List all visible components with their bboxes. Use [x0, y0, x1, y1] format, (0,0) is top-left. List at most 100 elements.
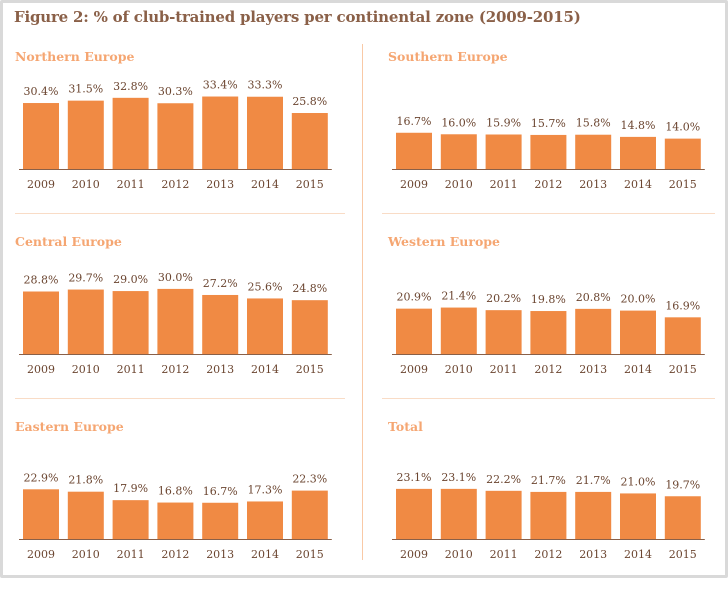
x-tick-label: 2009 [400, 178, 428, 191]
x-tick-label: 2015 [669, 548, 697, 561]
data-label: 20.9% [397, 291, 432, 304]
panel-title: Central Europe [15, 234, 122, 249]
data-label: 21.8% [68, 474, 103, 487]
data-label: 15.8% [576, 117, 611, 130]
x-tick-label: 2015 [296, 178, 324, 191]
panel-western-europe: Western Europe 20.9% 2009 21.4% 2010 20.2% 20… [388, 234, 728, 404]
figure-title: Figure 2: % of club-trained players per … [14, 8, 581, 26]
bar [575, 308, 612, 354]
panel-title: Northern Europe [15, 49, 135, 64]
bar [664, 317, 701, 354]
bar [530, 491, 567, 539]
row-divider [382, 398, 715, 399]
x-tick-label: 2015 [296, 548, 324, 561]
x-tick-label: 2009 [27, 178, 55, 191]
data-label: 30.3% [158, 85, 193, 98]
x-tick-label: 2013 [206, 363, 234, 376]
data-label: 16.7% [203, 485, 238, 498]
bar [664, 138, 701, 169]
bar-chart: 22.9% 2009 21.8% 2010 17.9% 2011 16.8% 2012 16.7… [19, 471, 332, 561]
row-divider [15, 213, 345, 214]
data-label: 27.2% [203, 277, 238, 290]
x-tick-label: 2013 [206, 548, 234, 561]
x-tick-label: 2014 [251, 548, 279, 561]
data-label: 16.0% [441, 116, 476, 129]
data-label: 17.9% [113, 482, 148, 495]
x-tick-label: 2013 [206, 178, 234, 191]
bar [664, 496, 701, 539]
data-label: 32.8% [113, 80, 148, 93]
bar-chart: 28.8% 2009 29.7% 2010 29.0% 2011 30.0% 2012 27.2… [19, 271, 332, 376]
data-label: 19.8% [531, 293, 566, 306]
panel-title: Total [388, 419, 423, 434]
panel-southern-europe: Southern Europe 16.7% 2009 16.0% 2010 15.9% 2… [388, 49, 728, 219]
bar [396, 308, 432, 354]
bar [247, 501, 283, 539]
x-tick-label: 2014 [624, 178, 652, 191]
data-label: 16.7% [397, 115, 432, 128]
bar [202, 502, 239, 539]
x-tick-label: 2009 [27, 548, 55, 561]
x-tick-label: 2010 [72, 178, 100, 191]
data-label: 29.7% [68, 272, 103, 285]
x-tick-label: 2010 [445, 548, 473, 561]
bar [202, 96, 239, 169]
data-label: 31.5% [68, 83, 103, 96]
data-label: 15.9% [486, 116, 521, 129]
bar [23, 291, 59, 354]
x-tick-label: 2011 [117, 363, 145, 376]
x-tick-label: 2012 [534, 178, 562, 191]
bar [157, 288, 194, 354]
data-label: 15.7% [531, 117, 566, 130]
data-label: 20.2% [486, 292, 521, 305]
bar [247, 96, 283, 169]
row-divider [15, 398, 345, 399]
bar-chart: 16.7% 2009 16.0% 2010 15.9% 2011 15.7% 2012 15.8… [392, 115, 705, 191]
x-tick-label: 2012 [534, 548, 562, 561]
bar [575, 134, 612, 169]
bar-chart: 23.1% 2009 23.1% 2010 22.2% 2011 21.7% 2012 21.7… [392, 471, 705, 561]
bar [396, 488, 432, 539]
data-label: 22.2% [486, 473, 521, 486]
data-label: 33.4% [203, 79, 238, 92]
bar [112, 500, 149, 539]
bar [67, 491, 104, 539]
panel-total: Total 23.1% 2009 23.1% 2010 22.2% 2011 21.7% 20… [388, 419, 728, 589]
x-tick-label: 2014 [251, 363, 279, 376]
bar [530, 134, 567, 169]
bar [291, 113, 328, 169]
panel-title: Eastern Europe [15, 419, 124, 434]
data-label: 21.4% [441, 290, 476, 303]
bar [23, 489, 59, 539]
data-label: 24.8% [292, 282, 327, 295]
bar [530, 311, 567, 354]
x-tick-label: 2011 [117, 178, 145, 191]
data-label: 25.6% [248, 280, 283, 293]
bar [620, 493, 656, 539]
data-label: 29.0% [113, 273, 148, 286]
panel-central-europe: Central Europe 28.8% 2009 29.7% 2010 29.0% 20… [15, 234, 355, 404]
bar [440, 307, 477, 354]
x-tick-label: 2011 [117, 548, 145, 561]
x-tick-label: 2011 [490, 548, 518, 561]
bar [291, 490, 328, 539]
data-label: 21.7% [531, 474, 566, 487]
x-tick-label: 2013 [579, 548, 607, 561]
data-label: 16.8% [158, 485, 193, 498]
data-label: 25.8% [292, 95, 327, 108]
bar [485, 134, 522, 169]
bar [112, 291, 149, 354]
row-divider [382, 213, 715, 214]
x-tick-label: 2015 [669, 178, 697, 191]
x-tick-label: 2012 [161, 178, 189, 191]
data-label: 30.0% [158, 271, 193, 284]
bar [575, 491, 612, 539]
column-divider [362, 44, 363, 560]
bar [485, 310, 522, 354]
bar [67, 289, 104, 354]
x-tick-label: 2011 [490, 178, 518, 191]
bar [67, 100, 104, 169]
panel-title: Western Europe [388, 234, 500, 249]
panel-title: Southern Europe [388, 49, 508, 64]
data-label: 17.3% [248, 483, 283, 496]
